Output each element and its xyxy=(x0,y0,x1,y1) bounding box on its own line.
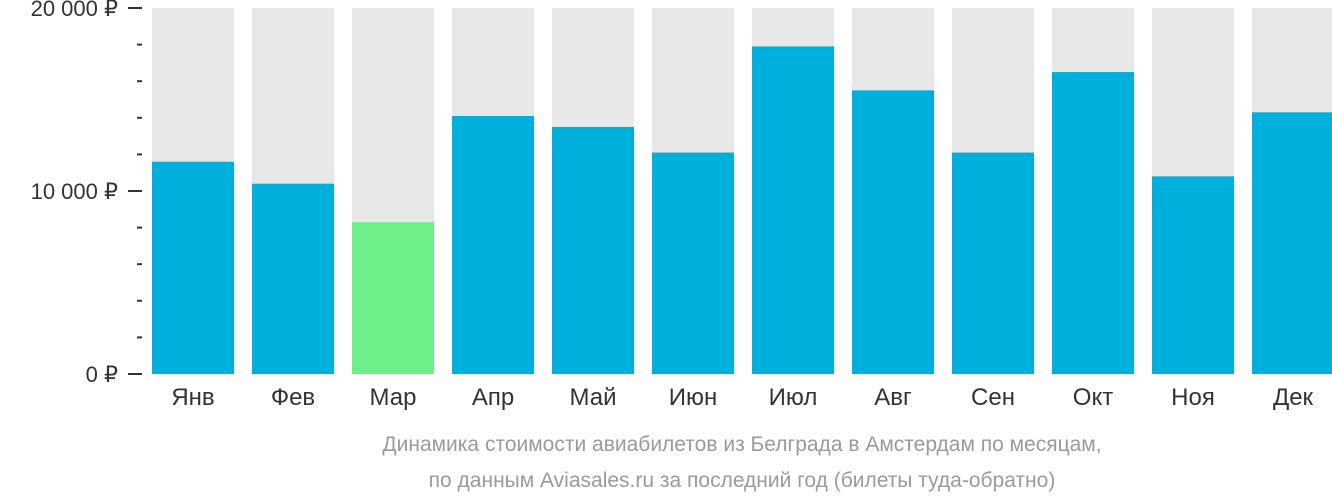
bar-2[interactable] xyxy=(252,183,334,374)
bar-1[interactable] xyxy=(152,161,234,374)
x-tick-label: Авг xyxy=(874,384,912,411)
bar-12[interactable] xyxy=(1252,112,1332,374)
x-tick-label: Май xyxy=(569,384,616,411)
y-tick-label: 20 000 ₽ xyxy=(31,0,118,21)
bar-3[interactable] xyxy=(352,222,434,374)
x-tick-label: Июл xyxy=(769,384,818,411)
x-tick-label: Янв xyxy=(171,384,214,411)
bar-5[interactable] xyxy=(552,126,634,374)
y-tick-label: 10 000 ₽ xyxy=(31,179,118,204)
x-tick-label: Мар xyxy=(370,384,417,411)
x-tick-label: Окт xyxy=(1073,384,1113,411)
bar-11[interactable] xyxy=(1152,176,1234,374)
bar-9[interactable] xyxy=(952,152,1034,374)
x-tick-label: Дек xyxy=(1273,384,1314,411)
caption-line-1: Динамика стоимости авиабилетов из Белгра… xyxy=(382,433,1101,456)
caption-line-2: по данным Aviasales.ru за последний год … xyxy=(429,469,1056,492)
x-tick-label: Апр xyxy=(472,384,514,411)
bar-7[interactable] xyxy=(752,46,834,375)
bars xyxy=(152,8,1332,375)
bar-8[interactable] xyxy=(852,90,934,374)
x-axis-labels: Янв Фев Мар Апр Май Июн Июл Авг Сен Окт Ноя Дек xyxy=(171,384,1313,411)
x-tick-label: Ноя xyxy=(1171,384,1215,411)
y-tick-label: 0 ₽ xyxy=(86,362,118,387)
x-tick-label: Фев xyxy=(271,384,315,411)
y-axis: 0 ₽ 10 000 ₽ 20 000 ₽ xyxy=(31,0,142,387)
bar-6[interactable] xyxy=(652,152,734,374)
bar-4[interactable] xyxy=(452,115,534,374)
x-tick-label: Сен xyxy=(971,384,1015,411)
x-tick-label: Июн xyxy=(669,384,718,411)
bar-10[interactable] xyxy=(1052,72,1134,375)
chart-caption: Динамика стоимости авиабилетов из Белгра… xyxy=(382,433,1101,492)
